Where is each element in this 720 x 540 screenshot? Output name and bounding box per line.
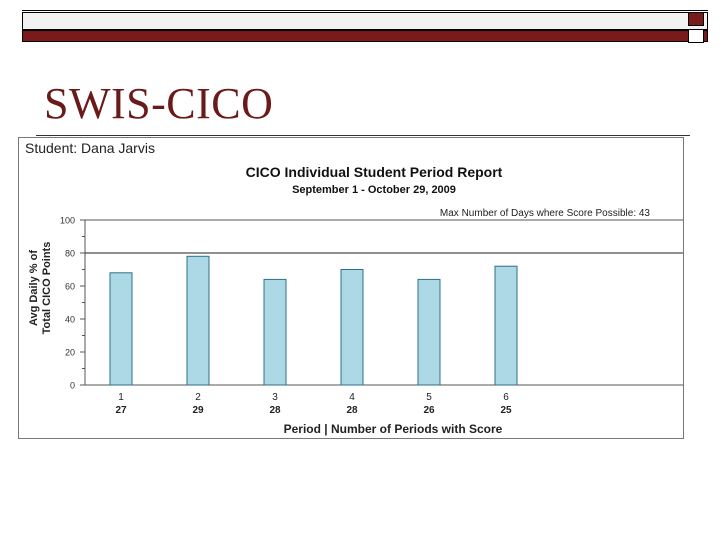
y-axis-label-line-1: Avg Daily % of (28, 250, 40, 326)
title-divider (36, 135, 690, 136)
bar-period-5 (417, 278, 441, 386)
y-axis-label: Avg Daily % of Total CICO Points (28, 242, 53, 335)
x-tick-label-period: 5 (426, 392, 432, 403)
x-tick-label-count: 28 (269, 405, 281, 416)
bar-period-2 (186, 255, 210, 386)
x-tick-label-count: 28 (346, 405, 358, 416)
y-tick-label: 20 (65, 348, 75, 358)
x-tick-label-period: 1 (118, 392, 124, 403)
y-tick-label: 40 (65, 315, 75, 325)
chart-subtitle: September 1 - October 29, 2009 (292, 184, 456, 196)
period-report-chart: Student: Dana Jarvis CICO Individual Stu… (25, 140, 683, 436)
bar-period-6 (494, 265, 518, 386)
x-tick-label-count: 29 (192, 405, 204, 416)
report-frame: Student: Dana Jarvis CICO Individual Stu… (18, 137, 684, 439)
slide-header-bar (22, 12, 708, 30)
y-tick-label: 60 (65, 282, 75, 292)
x-axis-label: Period | Number of Periods with Score (284, 422, 503, 436)
chart-title: CICO Individual Student Period Report (246, 164, 503, 180)
slide-corner-square (688, 12, 704, 26)
x-tick-label-period: 2 (195, 392, 201, 403)
slide-corner-square (688, 29, 704, 43)
y-tick-label: 80 (65, 249, 75, 259)
slide-header-accent-bar (22, 30, 708, 42)
x-tick-label-count: 26 (423, 405, 435, 416)
bar-period-4 (340, 269, 364, 386)
y-axis-label-line-2: Total CICO Points (41, 242, 53, 335)
bar-period-3 (263, 278, 287, 386)
y-tick-label: 100 (60, 216, 75, 226)
x-tick-label-period: 6 (503, 392, 509, 403)
x-tick-label-period: 4 (349, 392, 355, 403)
x-tick-label-count: 25 (500, 405, 512, 416)
plot-area: 0 20 40 60 80 100 1 27 2 29 3 28 4 28 5 26 6 25 (60, 216, 683, 416)
max-days-note: Max Number of Days where Score Possible:… (440, 208, 651, 219)
x-tick-label-count: 27 (115, 405, 127, 416)
student-name: Student: Dana Jarvis (25, 140, 155, 156)
y-tick-label: 0 (70, 381, 75, 391)
slide-title: SWIS-CICO (44, 79, 274, 128)
x-tick-label-period: 3 (272, 392, 278, 403)
slide-top-line (22, 10, 708, 11)
bar-period-1 (109, 272, 133, 386)
